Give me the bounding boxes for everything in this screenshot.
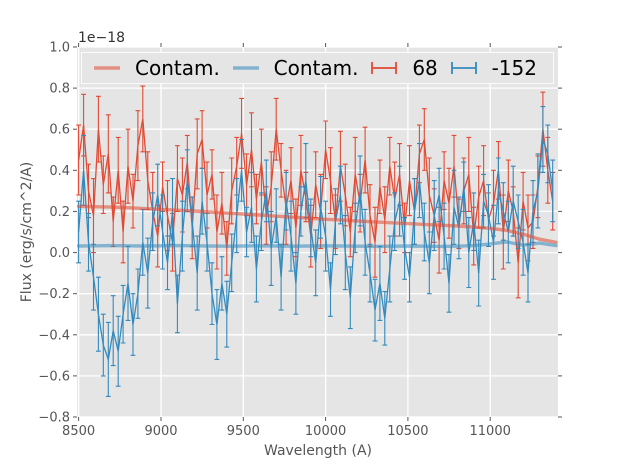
y-axis-offset-label: 1e−18	[78, 30, 126, 46]
y-tick-label: 0.0	[49, 246, 70, 261]
y-tick-label: −0.4	[38, 328, 70, 343]
legend-entry-contam-red: Contam.	[92, 58, 220, 78]
legend-label-68: 68	[412, 56, 438, 80]
x-tick-label: 10500	[387, 424, 428, 439]
red-line-swatch-icon	[94, 66, 120, 70]
y-tick-label: 0.2	[49, 205, 70, 220]
x-tick-label: 9000	[144, 424, 177, 439]
legend-label-minus152: -152	[491, 56, 537, 80]
red-errorbar-swatch-stroke	[371, 62, 398, 74]
legend-entry-68: 68	[369, 56, 438, 80]
x-tick-label: 9500	[227, 424, 260, 439]
blue-line-swatch-icon	[232, 66, 259, 70]
contam-line-blue	[76, 240, 558, 249]
contam-line-red	[76, 204, 558, 245]
x-tick-label: 8500	[62, 424, 95, 439]
blue-errorbar-swatch-icon	[450, 62, 477, 74]
y-tick-label: 1.0	[49, 41, 70, 56]
y-tick-label: −0.8	[38, 411, 70, 426]
y-tick-label: 0.6	[49, 123, 70, 138]
legend-label-contam-red: Contam.	[135, 56, 220, 80]
x-tick-label: 11000	[470, 424, 511, 439]
legend-entry-minus152: -152	[449, 58, 537, 78]
legend: Contam. Contam. 68 -152	[81, 52, 554, 84]
y-tick-label: −0.2	[38, 287, 70, 302]
y-tick-label: 0.4	[49, 164, 70, 179]
y-tick-label: 0.8	[49, 82, 70, 97]
x-axis-label: Wavelength (A)	[263, 443, 373, 459]
x-tick-label: 10000	[305, 424, 346, 439]
legend-label-contam-blue: Contam.	[273, 56, 359, 80]
y-axis-label: Flux (erg/s/cm^2/A)	[19, 161, 35, 303]
plot-background	[77, 47, 558, 417]
errorbar-series-blue-line	[77, 139, 554, 362]
red-errorbar-swatch-icon	[371, 62, 398, 74]
legend-entry-contam-blue: Contam.	[231, 56, 359, 80]
blue-errorbar-swatch-stroke	[450, 62, 477, 74]
y-tick-label: −0.6	[38, 369, 70, 384]
